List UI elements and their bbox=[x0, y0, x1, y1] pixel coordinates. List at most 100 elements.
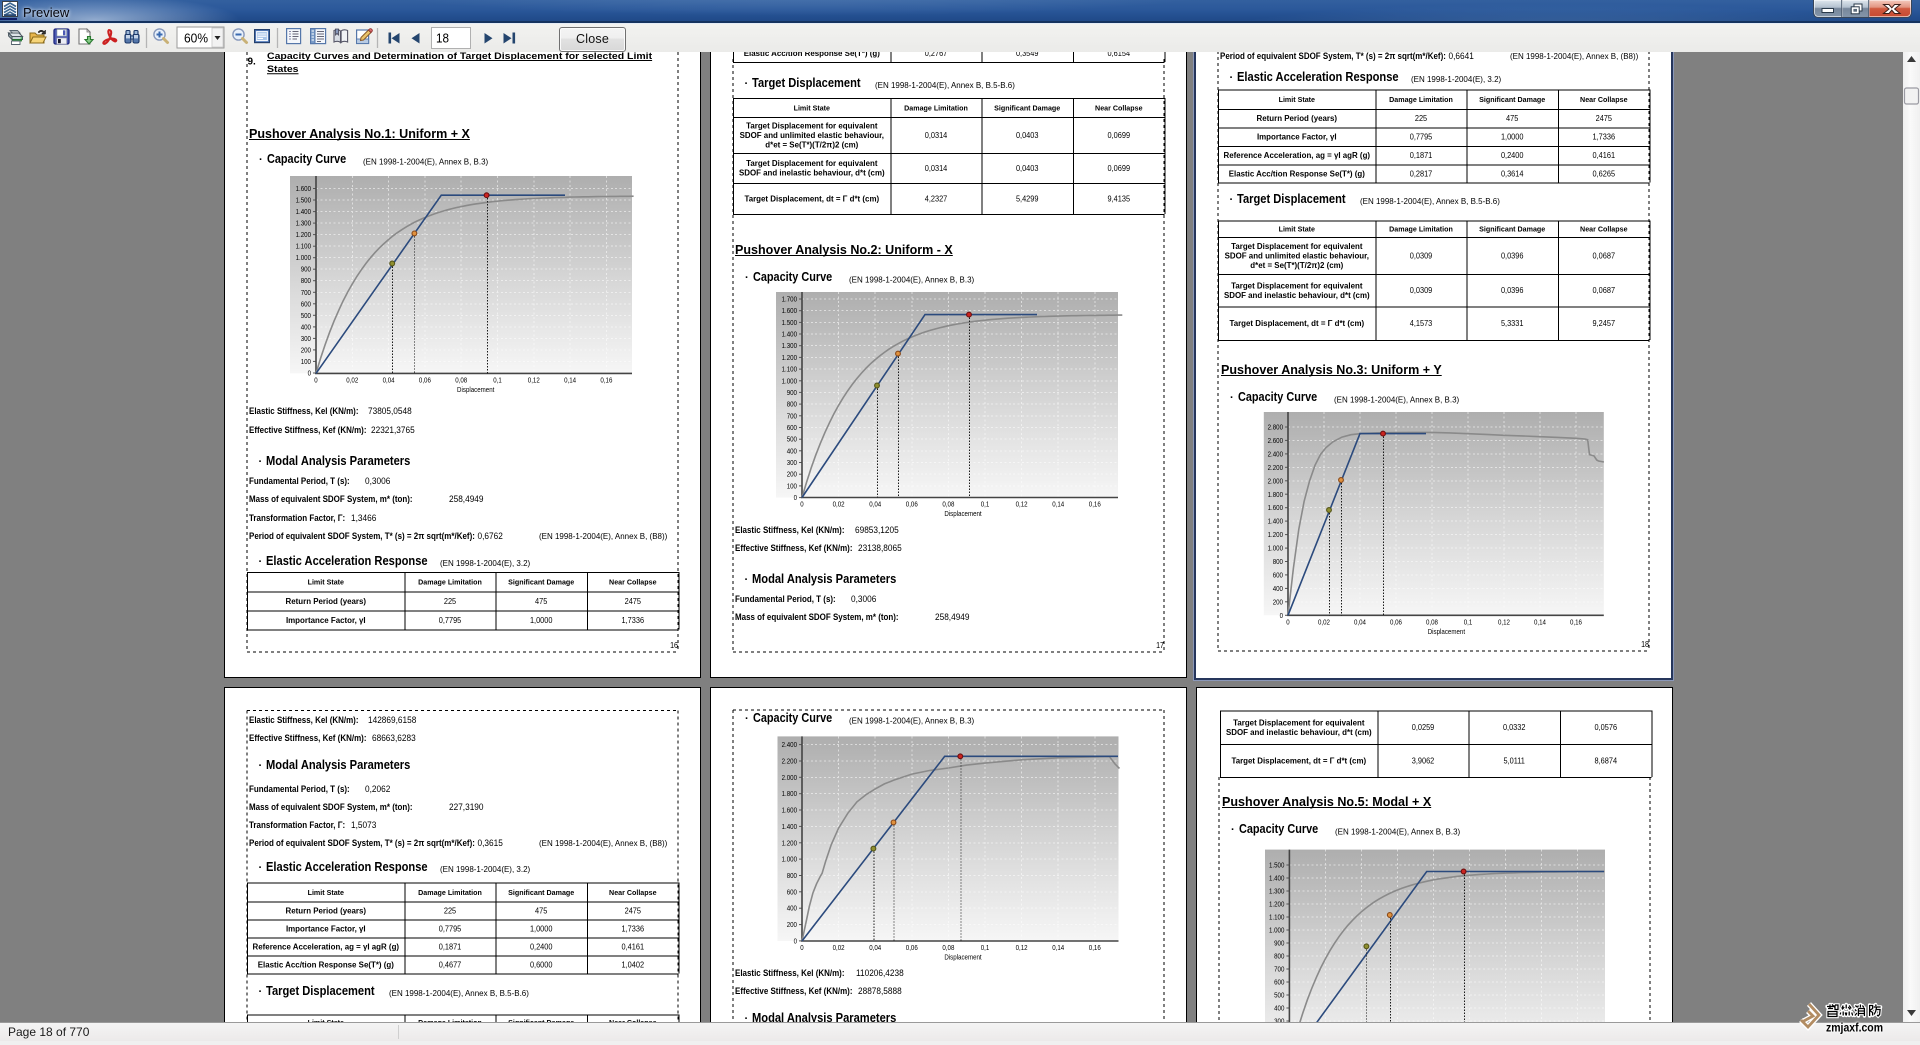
svg-text:0,08: 0,08 bbox=[1426, 617, 1438, 626]
svg-text:2.200: 2.200 bbox=[782, 757, 797, 766]
svg-text:·: · bbox=[1231, 824, 1235, 836]
svg-text:Importance Factor, γI: Importance Factor, γI bbox=[1257, 133, 1337, 142]
svg-text:1.300: 1.300 bbox=[296, 219, 311, 228]
svg-text:SDOF and inelastic behaviour,: SDOF and inelastic behaviour, d*t (cm) bbox=[1224, 291, 1370, 300]
svg-text:·: · bbox=[745, 1013, 749, 1022]
svg-text:0,08: 0,08 bbox=[942, 500, 954, 509]
svg-text:·: · bbox=[745, 78, 749, 90]
svg-text:Elastic Acceleration Response: Elastic Acceleration Response bbox=[266, 860, 428, 874]
svg-text:500: 500 bbox=[1274, 991, 1284, 1000]
svg-text:1.500: 1.500 bbox=[782, 318, 797, 327]
svg-text:Limit State: Limit State bbox=[308, 578, 344, 587]
svg-text:Pushover Analysis No.2: Unifor: Pushover Analysis No.2: Uniform - X bbox=[735, 242, 953, 257]
svg-text:0: 0 bbox=[800, 943, 803, 952]
svg-text:9,2457: 9,2457 bbox=[1593, 319, 1616, 328]
svg-text:0,12: 0,12 bbox=[1498, 617, 1510, 626]
svg-text:1.000: 1.000 bbox=[782, 855, 797, 864]
svg-text:SDOF and inelastic behaviour,: SDOF and inelastic behaviour, d*t (cm) bbox=[1226, 728, 1372, 737]
svg-text:0: 0 bbox=[794, 493, 797, 502]
svg-text:Effective Stiffness, Kef (KN/m: Effective Stiffness, Kef (KN/m): bbox=[735, 986, 853, 997]
svg-text:8,6874: 8,6874 bbox=[1595, 756, 1618, 765]
svg-text:0,14: 0,14 bbox=[1052, 943, 1064, 952]
svg-text:0,04: 0,04 bbox=[869, 943, 881, 952]
svg-text:900: 900 bbox=[1274, 939, 1284, 948]
svg-text:73805,0548: 73805,0548 bbox=[368, 406, 412, 417]
svg-text:5,4299: 5,4299 bbox=[1016, 194, 1039, 203]
svg-text:0,4161: 0,4161 bbox=[622, 942, 645, 951]
svg-text:Near Collapse: Near Collapse bbox=[609, 578, 657, 587]
svg-text:475: 475 bbox=[535, 597, 548, 606]
svg-text:0,02: 0,02 bbox=[1318, 617, 1330, 626]
svg-text:0: 0 bbox=[1280, 611, 1283, 620]
svg-text:0,7795: 0,7795 bbox=[1410, 133, 1433, 142]
svg-text:Limit State: Limit State bbox=[794, 103, 830, 112]
svg-text:900: 900 bbox=[787, 388, 797, 397]
svg-text:Reference Acceleration, ag = γ: Reference Acceleration, ag = γI agR (g) bbox=[253, 942, 400, 951]
svg-text:Effective Stiffness, Kef (KN/m: Effective Stiffness, Kef (KN/m): bbox=[249, 425, 367, 436]
svg-text:0,0403: 0,0403 bbox=[1016, 131, 1039, 140]
svg-text:0,3549: 0,3549 bbox=[1016, 52, 1039, 58]
svg-text:0,3615: 0,3615 bbox=[478, 838, 503, 849]
svg-text:d*et = Se(T*)(T/2π)2 (cm): d*et = Se(T*)(T/2π)2 (cm) bbox=[765, 140, 858, 149]
svg-text:700: 700 bbox=[1274, 965, 1284, 974]
svg-text:600: 600 bbox=[1273, 570, 1283, 579]
svg-text:0,04: 0,04 bbox=[383, 375, 395, 384]
svg-text:0,12: 0,12 bbox=[528, 375, 540, 384]
svg-text:1.200: 1.200 bbox=[296, 230, 311, 239]
svg-text:1.400: 1.400 bbox=[1269, 874, 1284, 883]
svg-text:600: 600 bbox=[787, 887, 797, 896]
svg-text:(EN 1998-1-2004(E), Annex B, B: (EN 1998-1-2004(E), Annex B, B.5-B.6) bbox=[389, 988, 529, 998]
svg-text:300: 300 bbox=[787, 458, 797, 467]
svg-text:1,7336: 1,7336 bbox=[622, 616, 645, 625]
svg-text:800: 800 bbox=[787, 871, 797, 880]
svg-text:600: 600 bbox=[301, 299, 311, 308]
svg-text:400: 400 bbox=[301, 322, 311, 331]
svg-text:Damage Limitation: Damage Limitation bbox=[418, 1018, 482, 1022]
svg-text:Capacity Curve: Capacity Curve bbox=[1238, 390, 1317, 404]
svg-text:Capacity Curve: Capacity Curve bbox=[753, 711, 832, 725]
svg-text:200: 200 bbox=[1273, 597, 1283, 606]
svg-text:1.200: 1.200 bbox=[1269, 900, 1284, 909]
svg-text:0,6265: 0,6265 bbox=[1593, 170, 1616, 179]
svg-text:1,5073: 1,5073 bbox=[351, 820, 376, 831]
svg-text:0,6000: 0,6000 bbox=[530, 960, 553, 969]
svg-text:(EN 1998-1-2004(E), Annex B, B: (EN 1998-1-2004(E), Annex B, B.5-B.6) bbox=[1360, 196, 1500, 206]
svg-text:18: 18 bbox=[436, 32, 449, 46]
svg-text:1.100: 1.100 bbox=[296, 242, 311, 251]
svg-text:Damage Limitation: Damage Limitation bbox=[1389, 95, 1453, 104]
svg-text:200: 200 bbox=[301, 345, 311, 354]
svg-text:0,7795: 0,7795 bbox=[439, 924, 462, 933]
svg-text:(EN 1998-1-2004(E), 3.2): (EN 1998-1-2004(E), 3.2) bbox=[440, 558, 530, 568]
svg-text:2475: 2475 bbox=[625, 597, 642, 606]
svg-text:·: · bbox=[259, 556, 263, 568]
svg-text:2.600: 2.600 bbox=[1268, 436, 1283, 445]
svg-text:0,1871: 0,1871 bbox=[439, 942, 462, 951]
svg-text:Elastic Stiffness, Kel (KN/m):: Elastic Stiffness, Kel (KN/m): bbox=[735, 525, 845, 536]
svg-text:1.800: 1.800 bbox=[782, 789, 797, 798]
svg-text:1.400: 1.400 bbox=[782, 330, 797, 339]
svg-text:Significant Damage: Significant Damage bbox=[1479, 225, 1545, 234]
svg-text:0,3006: 0,3006 bbox=[365, 476, 390, 487]
svg-text:400: 400 bbox=[1273, 584, 1283, 593]
svg-text:900: 900 bbox=[301, 265, 311, 274]
svg-text:225: 225 bbox=[444, 906, 457, 915]
svg-text:475: 475 bbox=[535, 906, 548, 915]
svg-text:258,4949: 258,4949 bbox=[449, 494, 484, 505]
svg-text:Modal Analysis Parameters: Modal Analysis Parameters bbox=[266, 454, 410, 468]
svg-text:225: 225 bbox=[1415, 114, 1428, 123]
svg-text:Near Collapse: Near Collapse bbox=[609, 888, 657, 897]
svg-text:(EN 1998-1-2004(E), Annex B, (: (EN 1998-1-2004(E), Annex B, (B8)) bbox=[1510, 52, 1638, 61]
svg-text:0,0314: 0,0314 bbox=[925, 131, 948, 140]
svg-text:22321,3765: 22321,3765 bbox=[371, 425, 415, 436]
svg-text:·: · bbox=[1230, 392, 1234, 404]
svg-text:200: 200 bbox=[787, 920, 797, 929]
svg-text:Pushover Analysis No.3: Unifor: Pushover Analysis No.3: Uniform + Y bbox=[1221, 362, 1442, 377]
svg-text:0,4677: 0,4677 bbox=[439, 960, 462, 969]
svg-text:0,6762: 0,6762 bbox=[478, 531, 503, 542]
svg-text:Importance Factor, γI: Importance Factor, γI bbox=[286, 924, 366, 933]
svg-text:1.300: 1.300 bbox=[1269, 887, 1284, 896]
svg-text:0,06: 0,06 bbox=[1390, 617, 1402, 626]
svg-text:1,7336: 1,7336 bbox=[1593, 133, 1616, 142]
svg-text:Limit State: Limit State bbox=[1279, 225, 1315, 234]
svg-text:225: 225 bbox=[444, 597, 457, 606]
